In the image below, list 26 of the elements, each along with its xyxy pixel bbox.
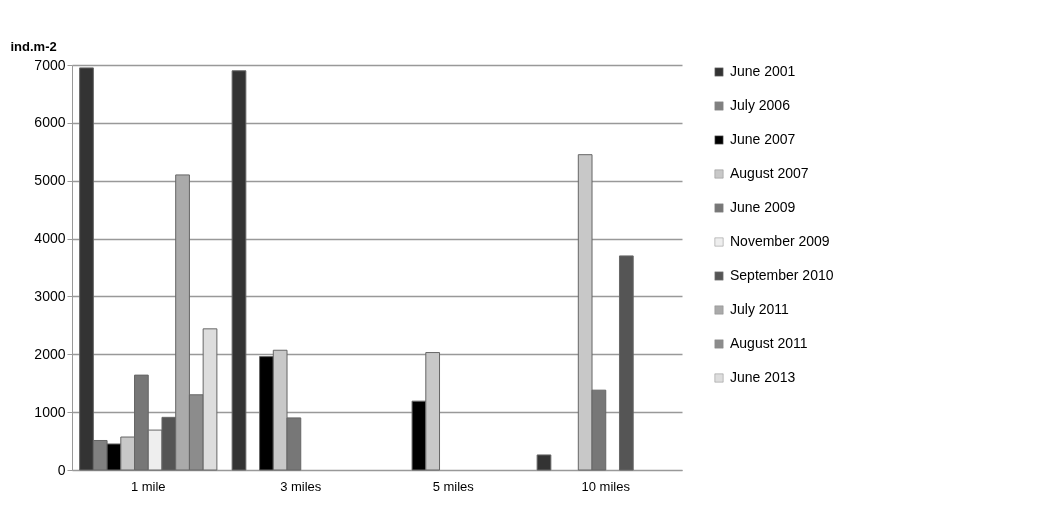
x-tick-label: 3 miles <box>280 478 322 494</box>
bar <box>536 454 552 471</box>
legend-label: June 2007 <box>730 131 796 147</box>
bar <box>231 70 247 471</box>
legend-label: August 2007 <box>730 165 809 181</box>
bar <box>618 255 634 471</box>
y-tick-label: 4000 <box>34 230 66 247</box>
legend-label: June 2001 <box>730 63 796 79</box>
y-tick-label: 5000 <box>34 172 66 189</box>
y-tick-label: 7000 <box>34 56 66 73</box>
legend-label: July 2006 <box>730 97 791 113</box>
legend-label: June 2009 <box>730 199 796 215</box>
y-tick-label: 3000 <box>34 287 66 304</box>
y-tick-label: 6000 <box>34 114 66 131</box>
x-tick-label: 1 mile <box>130 478 166 494</box>
y-tick-label: 0 <box>57 461 66 478</box>
y-tick-label: 2000 <box>34 345 66 362</box>
legend-label: June 2013 <box>730 369 796 385</box>
x-tick-label: 10 miles <box>581 478 631 494</box>
y-axis-title: ind.m-2 <box>10 38 57 54</box>
legend-label: July 2011 <box>730 301 790 317</box>
y-tick-label: 1000 <box>34 403 66 420</box>
legend-label: November 2009 <box>730 233 830 249</box>
legend-label: August 2011 <box>730 335 808 351</box>
legend-label: September 2010 <box>730 267 834 283</box>
x-tick-label: 5 miles <box>432 478 475 494</box>
